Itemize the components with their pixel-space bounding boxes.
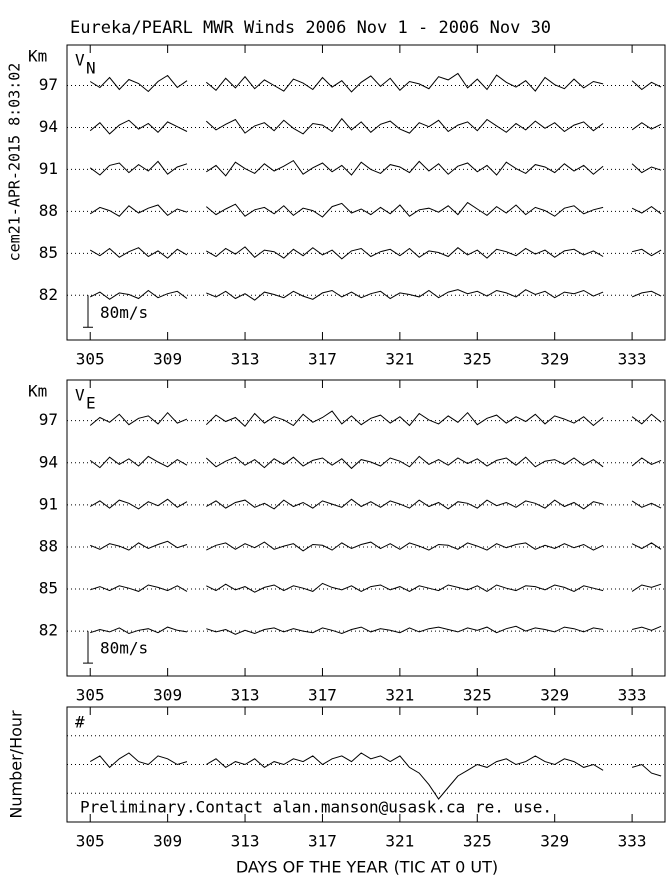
y-axis-label: Km (28, 382, 47, 401)
x-tick-label: 317 (308, 832, 337, 851)
side-text: cem21-APR-2015 8:03:02 (6, 63, 24, 262)
x-tick-label: 329 (540, 832, 569, 851)
x-tick-label: 317 (308, 350, 337, 369)
wind-trace (89, 159, 662, 177)
y-tick-label: 88 (39, 536, 58, 555)
scale-label: 80m/s (100, 303, 148, 322)
panel-subscript: N (86, 59, 96, 78)
x-tick-label: 333 (618, 350, 647, 369)
y-tick-label: 85 (39, 243, 58, 262)
x-tick-label: 325 (463, 686, 492, 705)
x-tick-label: 321 (385, 832, 414, 851)
x-tick-label: 325 (463, 350, 492, 369)
plot-frame (66, 44, 666, 341)
y-tick-label: 97 (39, 75, 58, 94)
x-tick-label: 309 (153, 686, 182, 705)
y-axis-label: Km (28, 47, 47, 66)
wind-trace (89, 117, 662, 135)
panel-label: V (75, 386, 85, 405)
y-tick-label: 82 (39, 285, 58, 304)
wind-trace (89, 246, 662, 260)
wind-trace (89, 752, 662, 800)
y-tick-label: 82 (39, 621, 58, 640)
x-tick-label: 305 (76, 686, 105, 705)
panel-label: # (75, 713, 85, 732)
x-tick-label: 305 (76, 350, 105, 369)
y-tick-label: 94 (39, 117, 58, 136)
wind-trace (89, 498, 662, 510)
y-tick-label: 97 (39, 410, 58, 429)
x-tick-label: 309 (153, 350, 182, 369)
x-tick-label: 321 (385, 350, 414, 369)
x-tick-label: 305 (76, 832, 105, 851)
x-tick-label: 325 (463, 832, 492, 851)
y-tick-label: 94 (39, 452, 58, 471)
note: Preliminary.Contact alan.manson@usask.ca… (80, 798, 552, 817)
x-tick-label: 313 (231, 832, 260, 851)
y-axis-label: Number/Hour (7, 710, 26, 819)
x-axis-label: DAYS OF THE YEAR (TIC AT 0 UT) (236, 858, 498, 877)
y-tick-label: 91 (39, 494, 58, 513)
y-tick-label: 88 (39, 201, 58, 220)
x-tick-label: 321 (385, 686, 414, 705)
y-tick-label: 91 (39, 159, 58, 178)
panel-label: V (75, 51, 85, 70)
x-tick-label: 333 (618, 832, 647, 851)
x-tick-label: 329 (540, 686, 569, 705)
chart-title: Eureka/PEARL MWR Winds 2006 Nov 1 - 2006… (70, 18, 551, 38)
x-tick-label: 329 (540, 350, 569, 369)
wind-trace (89, 201, 662, 218)
wind-trace (90, 582, 662, 593)
x-tick-label: 313 (231, 686, 260, 705)
wind-trace (89, 72, 662, 93)
wind-trace (89, 455, 662, 470)
scale-label: 80m/s (100, 639, 148, 658)
wind-trace (89, 410, 662, 428)
wind-trace (90, 540, 662, 552)
x-tick-label: 309 (153, 832, 182, 851)
plot-frame (66, 379, 666, 677)
y-tick-label: 85 (39, 579, 58, 598)
x-tick-label: 333 (618, 686, 647, 705)
x-tick-label: 313 (231, 350, 260, 369)
wind-trace (89, 289, 662, 301)
panel-subscript: E (86, 394, 96, 413)
wind-trace (90, 625, 662, 635)
x-tick-label: 317 (308, 686, 337, 705)
